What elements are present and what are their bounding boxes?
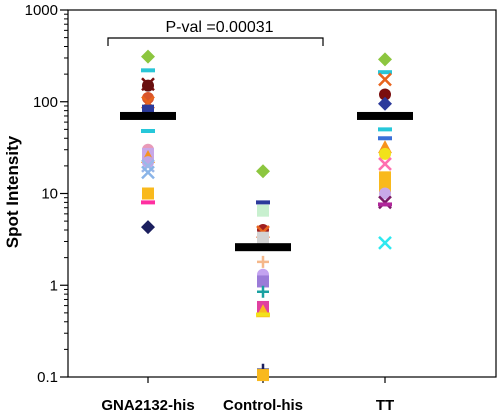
data-point	[257, 204, 269, 217]
data-point	[256, 164, 270, 179]
x-tick-label: GNA2132-his	[101, 397, 194, 414]
data-point	[378, 157, 392, 171]
data-point	[257, 275, 269, 288]
data-point	[378, 127, 392, 132]
median-bar	[120, 111, 176, 120]
y-tick-label: 100	[33, 94, 58, 111]
data-point	[257, 285, 269, 298]
data-point	[142, 187, 154, 200]
x-tick-label: Control-his	[223, 397, 303, 414]
p-value-label: P-val =0.00031	[165, 19, 273, 36]
data-point	[378, 70, 392, 75]
data-point	[378, 235, 392, 250]
data-point	[141, 200, 155, 205]
data-point	[141, 49, 155, 64]
data-point	[379, 187, 391, 200]
data-point	[142, 156, 154, 169]
y-tick-label: 1	[50, 277, 58, 294]
data-point	[378, 96, 392, 111]
data-point	[142, 79, 154, 92]
data-point	[379, 147, 391, 160]
data-point	[256, 200, 270, 205]
median-bar	[357, 111, 413, 120]
data-point	[256, 312, 270, 317]
data-point	[378, 52, 392, 67]
data-point	[141, 68, 155, 73]
y-tick-label: 1000	[25, 2, 58, 19]
data-point	[257, 369, 269, 382]
data-point	[141, 128, 155, 133]
data-point	[141, 165, 155, 180]
data-point	[378, 202, 392, 207]
data-point	[378, 136, 392, 141]
data-point	[141, 220, 155, 235]
median-bar	[235, 243, 291, 252]
plot-frame	[67, 9, 497, 378]
data-point	[379, 88, 391, 101]
significance-bracket	[107, 37, 324, 46]
x-tick-label: TT	[376, 397, 394, 414]
y-tick-label: 0.1	[37, 369, 58, 386]
y-tick-label: 10	[41, 186, 58, 203]
data-point	[378, 72, 392, 87]
data-point	[257, 231, 269, 244]
y-axis-label: Spot Intensity	[3, 135, 22, 248]
data-point	[257, 255, 269, 268]
